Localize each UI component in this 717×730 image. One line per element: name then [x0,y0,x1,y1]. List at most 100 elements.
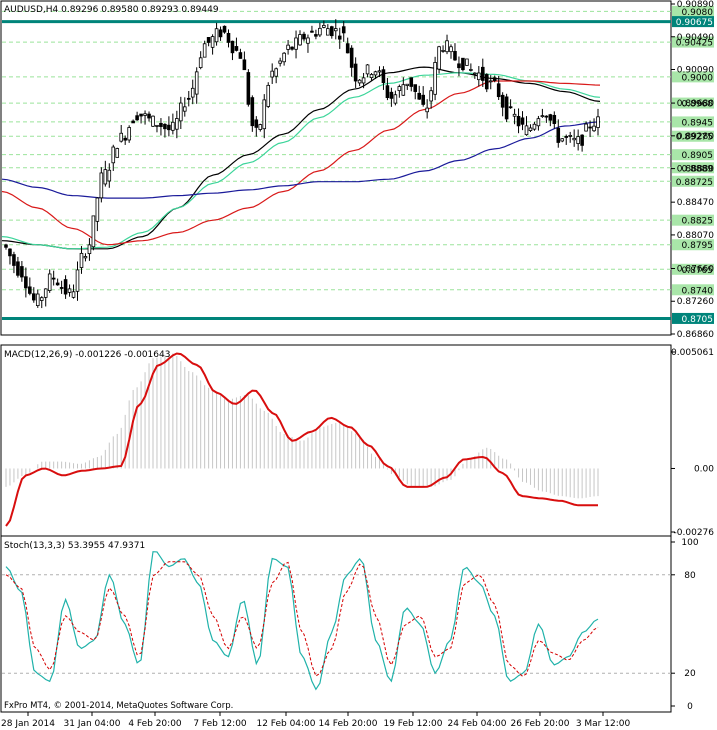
candle-body [560,138,565,142]
level-label-bg [672,97,714,109]
candle-body [71,291,76,298]
price-tick-label: 0.88470 [677,198,714,208]
candle-body [405,83,410,86]
level-label-bg [672,116,714,128]
candle-body [234,46,239,51]
candle-body [131,120,135,124]
candle-body [8,248,12,257]
candle-body [596,116,600,128]
level-label: 0.8968 [682,100,714,110]
macd-pane-header: MACD(12,26,9) -0.001226 -0.001643 [4,350,170,360]
candle-body [47,273,52,291]
stoch-tick-label: 80 [684,571,696,581]
candle-body [222,25,227,33]
candle-body [238,52,243,59]
candle-body [286,44,290,50]
candle-body [520,117,525,125]
candle-body [361,77,366,84]
level-label: 0.90425 [676,39,713,49]
candle-body [333,28,338,32]
level-label: 0.88725 [676,178,713,188]
candle-body [254,119,259,128]
candle-body [43,288,48,298]
candle-body [83,256,88,259]
candle-body [544,115,549,118]
candle-body [365,64,370,75]
candle-body [576,136,580,144]
candle-body [75,269,80,292]
candle-body [91,215,96,248]
candle-body [469,69,473,71]
macd-tick-label: 0.005061 [671,348,714,358]
candle-body [548,114,553,121]
candle-body [95,197,100,222]
candle-body [588,126,592,129]
candle-body [298,34,302,46]
candle-body [167,124,171,131]
candle-body [397,86,402,91]
candle-body [552,114,557,124]
candle-body [135,115,139,121]
candle-body [127,127,131,141]
time-tick-label: 14 Feb 20:00 [318,719,377,729]
level-label-bg [672,175,714,187]
stoch-tick-label: 20 [684,669,696,679]
level-label: 0.89275 [676,133,713,143]
candle-body [492,77,497,81]
candle-body [198,57,203,68]
time-tick-label: 26 Feb 20:00 [510,719,569,729]
candle-body [246,72,251,105]
candle-body [457,63,461,69]
price-tick-label: 0.88880 [677,165,714,175]
candle-body [163,123,167,130]
level-label: 0.8705 [682,315,714,325]
candle-body [413,84,418,92]
candle-body [488,80,493,83]
candle-body [190,87,195,98]
stochastic-indicator: 100 80 20 0 [2,538,699,712]
candle-body [16,261,20,276]
candle-body [445,40,449,53]
candle-body [449,46,453,53]
candle-body [302,33,306,40]
candle-body [147,113,151,119]
candle-body [28,286,32,294]
stoch-pane-frame [0,535,672,713]
candle-body [322,24,326,28]
candle-body [508,106,513,109]
candle-body [369,74,374,79]
candle-body [465,58,469,66]
price-tick-label: 0.89680 [677,99,714,109]
candle-body [528,127,533,131]
price-tick-label: 0.90490 [677,33,714,43]
candle-body [330,26,334,37]
candle-body [568,135,572,137]
candle-body [512,113,517,117]
price-tick-label: 0.87660 [677,264,714,274]
candle-body [20,266,24,278]
candle-body [306,37,310,44]
candle-body [496,83,501,98]
price-tick-label: 0.90090 [677,66,714,76]
candle-body [429,90,433,102]
level-label: 0.8945 [682,118,714,128]
macd-tick-label: 0.00 [694,464,714,474]
candle-body [182,106,187,112]
candle-body [373,71,378,76]
candle-body [210,36,215,48]
time-tick-label: 4 Feb 20:00 [128,719,182,729]
candle-body [461,57,465,71]
level-label: 0.8765 [682,266,714,276]
candle-body [39,297,44,301]
candle-body [421,94,425,105]
candle-body [103,169,108,185]
candle-body [484,74,489,90]
macd-tick-label: -0.00276 [674,528,715,538]
level-label-bg [672,239,714,251]
candle-body [326,28,330,36]
candle-body [270,70,274,78]
stoch-main-line [5,551,599,691]
candle-body [385,85,390,99]
